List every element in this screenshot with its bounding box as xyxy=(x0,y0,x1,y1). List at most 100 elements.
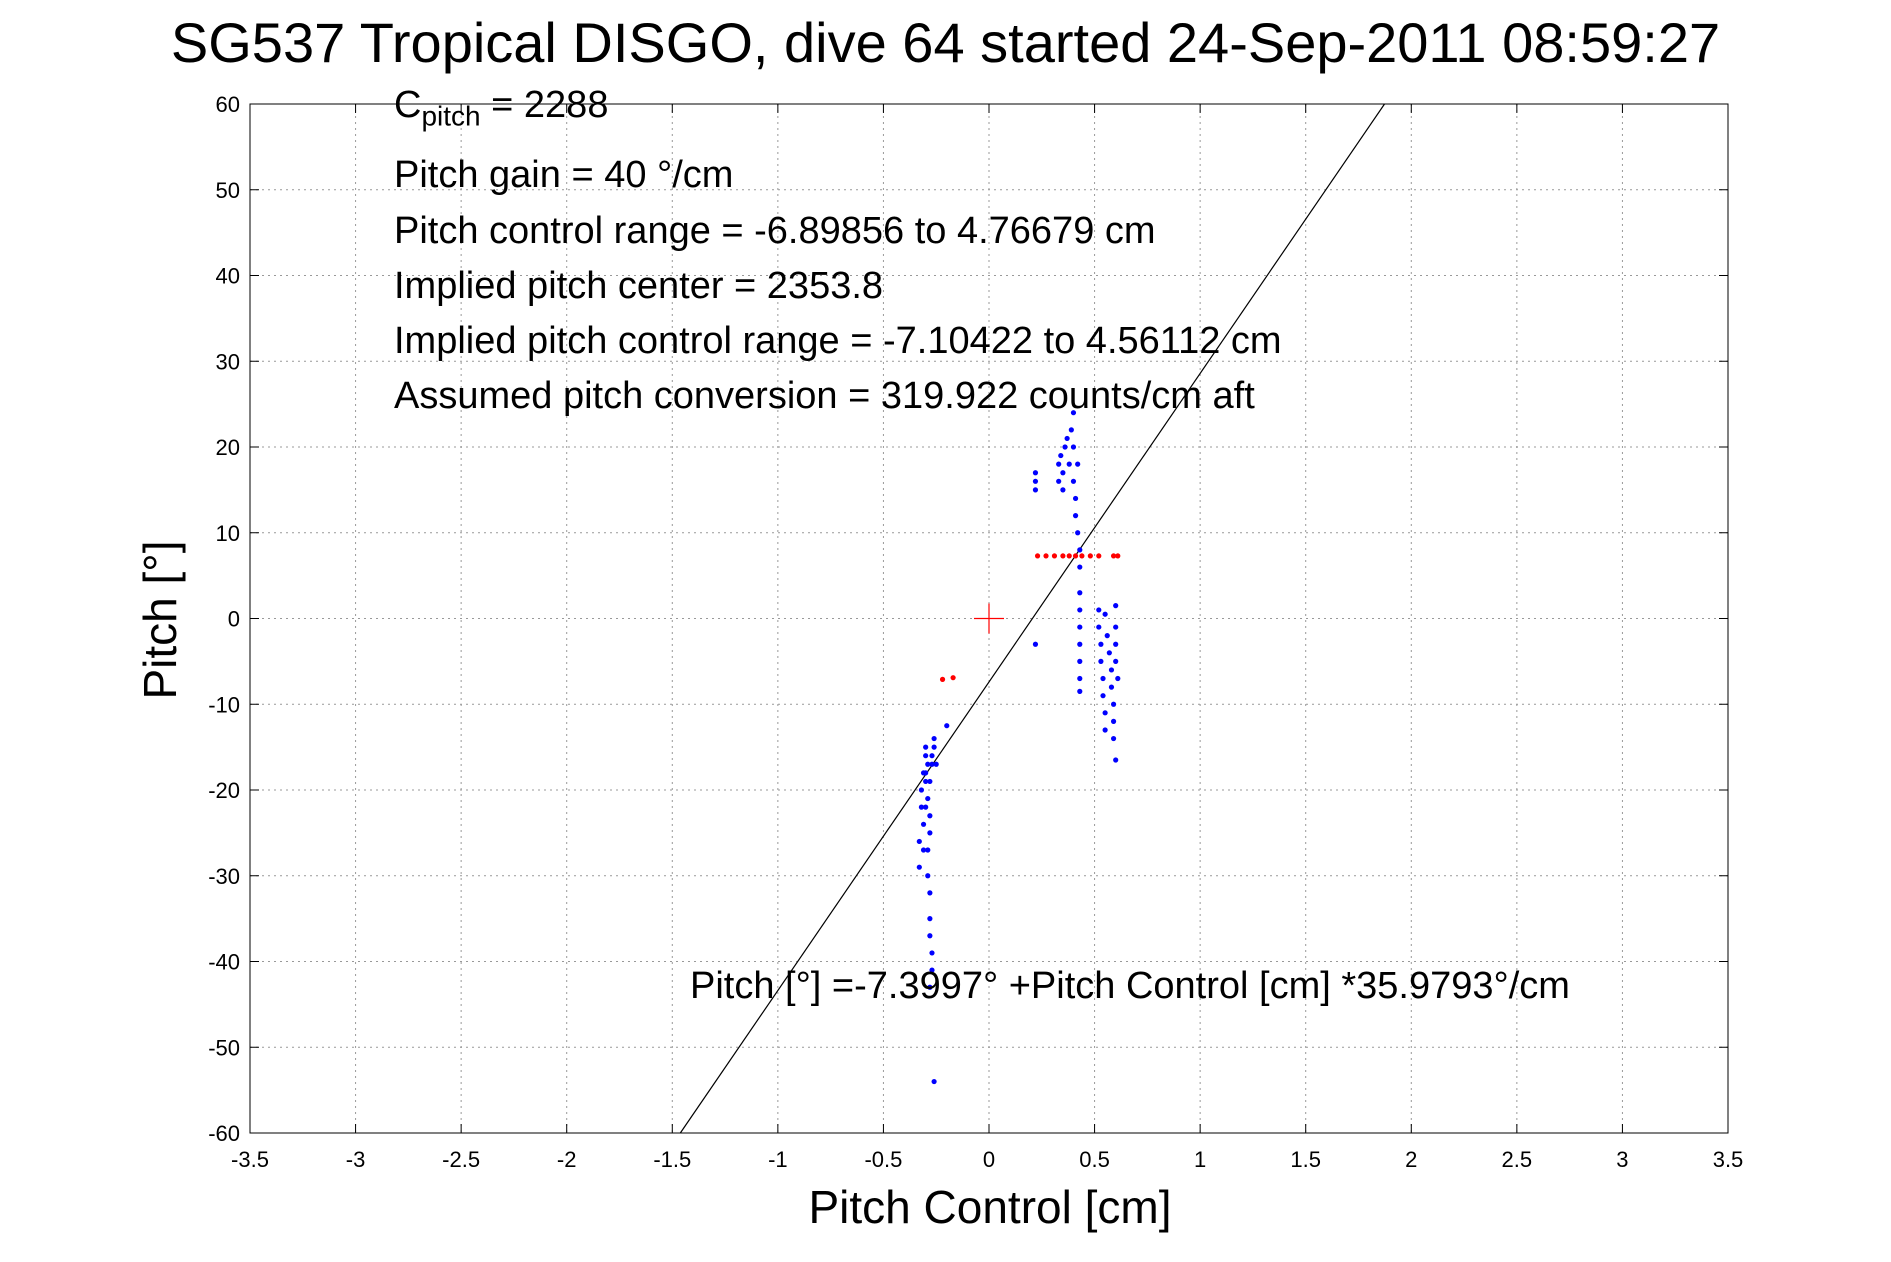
x-tick-label: 1.5 xyxy=(1290,1147,1321,1172)
blue-data-point xyxy=(1077,658,1083,664)
blue-data-point xyxy=(929,753,935,759)
y-tick-label: 20 xyxy=(216,435,240,460)
chart-title: SG537 Tropical DISGO, dive 64 started 24… xyxy=(170,11,1721,74)
blue-data-point xyxy=(1098,641,1104,647)
blue-data-point xyxy=(923,744,929,750)
y-tick-label: -40 xyxy=(208,950,240,975)
pitch-control-range-annotation: Pitch control range = -6.89856 to 4.7667… xyxy=(394,210,1156,252)
blue-data-point xyxy=(920,847,927,853)
blue-data-point xyxy=(927,984,933,990)
blue-data-point xyxy=(925,873,931,879)
blue-data-point xyxy=(929,761,935,767)
blue-data-point xyxy=(1062,444,1068,450)
red-data-point xyxy=(1051,553,1058,559)
blue-data-point xyxy=(931,1078,937,1085)
blue-data-point xyxy=(1032,487,1039,493)
c-pitch-value: = 2288 xyxy=(480,84,609,126)
blue-data-point xyxy=(925,761,931,767)
x-tick-label: 1 xyxy=(1194,1147,1206,1172)
red-data-point xyxy=(1096,553,1102,559)
blue-data-point xyxy=(1072,495,1079,502)
y-tick-label: 10 xyxy=(216,521,240,546)
blue-data-point xyxy=(1115,675,1121,682)
blue-data-point xyxy=(1056,478,1062,484)
blue-data-point xyxy=(923,778,929,785)
red-data-point xyxy=(939,676,946,682)
blue-data-point xyxy=(927,813,933,819)
red-data-point xyxy=(1066,553,1072,559)
y-tick-label: -50 xyxy=(208,1035,240,1060)
blue-data-point xyxy=(1102,611,1108,617)
blue-data-point xyxy=(1075,530,1081,536)
blue-data-point xyxy=(1110,735,1117,742)
blue-data-point xyxy=(1096,624,1102,630)
y-axis-label: Pitch [°] xyxy=(134,540,186,700)
blue-data-point xyxy=(927,830,933,836)
blue-data-point xyxy=(923,804,929,810)
blue-data-point xyxy=(1072,513,1079,519)
blue-data-point xyxy=(1077,624,1083,630)
blue-data-point xyxy=(1106,650,1112,656)
blue-data-point xyxy=(927,778,933,785)
blue-data-point xyxy=(1077,547,1083,553)
blue-data-point xyxy=(923,770,929,776)
red-data-point xyxy=(1060,553,1066,559)
blue-data-point xyxy=(1113,624,1119,630)
blue-data-point xyxy=(1070,478,1077,484)
blue-data-point xyxy=(1100,693,1106,699)
x-tick-label: -1.5 xyxy=(653,1147,691,1172)
x-tick-label: 3 xyxy=(1616,1147,1628,1172)
fit-line xyxy=(679,103,1386,1134)
blue-data-point xyxy=(916,838,922,845)
blue-data-point xyxy=(925,847,931,853)
blue-data-point xyxy=(1060,470,1066,476)
assumed-pitch-conversion-annotation: Assumed pitch conversion = 319.922 count… xyxy=(394,375,1255,417)
blue-data-point xyxy=(929,967,935,973)
blue-data-point xyxy=(1077,590,1083,596)
blue-data-point xyxy=(931,735,937,742)
blue-data-point xyxy=(1113,641,1119,647)
x-tick-label: 0.5 xyxy=(1079,1147,1110,1172)
fit-equation-annotation: Pitch [°] =-7.3997° +Pitch Control [cm] … xyxy=(690,965,1570,1007)
blue-data-point xyxy=(1096,607,1102,613)
y-tick-label: 30 xyxy=(216,349,240,374)
blue-data-point xyxy=(918,787,925,793)
x-tick-label: -3.5 xyxy=(231,1147,269,1172)
y-tick-label: 50 xyxy=(216,178,240,203)
blue-data-point xyxy=(1110,718,1117,725)
blue-data-point xyxy=(1068,427,1074,433)
blue-data-point xyxy=(1113,757,1119,763)
blue-data-point xyxy=(1110,701,1117,707)
blue-data-point xyxy=(1032,641,1039,647)
x-tick-label: -0.5 xyxy=(864,1147,902,1172)
blue-data-point xyxy=(944,723,950,729)
red-data-point xyxy=(1072,553,1079,559)
blue-data-point xyxy=(916,864,922,870)
blue-data-point xyxy=(1066,461,1072,467)
blue-data-point xyxy=(1075,461,1081,467)
c-pitch-annotation: Cpitch = 2288 xyxy=(394,84,608,133)
y-tick-label: -30 xyxy=(208,864,240,889)
data-points-layer xyxy=(916,410,1121,1085)
x-tick-label: 2 xyxy=(1405,1147,1417,1172)
pitch-gain-annotation: Pitch gain = 40 °/cm xyxy=(394,154,734,196)
red-data-point xyxy=(1115,553,1121,559)
blue-data-point xyxy=(1064,435,1070,442)
blue-data-point xyxy=(1032,478,1039,484)
blue-data-point xyxy=(1077,607,1083,613)
red-data-point xyxy=(1034,553,1041,559)
c-pitch-subscript: pitch xyxy=(421,100,481,132)
x-tick-label: -3 xyxy=(346,1147,366,1172)
blue-data-point xyxy=(1077,675,1083,682)
red-data-point xyxy=(950,675,956,681)
blue-data-point xyxy=(1108,667,1115,673)
blue-data-point xyxy=(1077,688,1083,694)
blue-data-point xyxy=(1108,684,1115,690)
blue-data-point xyxy=(1056,461,1062,467)
red-data-point xyxy=(1110,553,1117,559)
red-data-point xyxy=(1043,553,1049,559)
blue-data-point xyxy=(1058,452,1064,459)
blue-data-point xyxy=(1077,641,1083,647)
blue-data-point xyxy=(1077,564,1083,570)
